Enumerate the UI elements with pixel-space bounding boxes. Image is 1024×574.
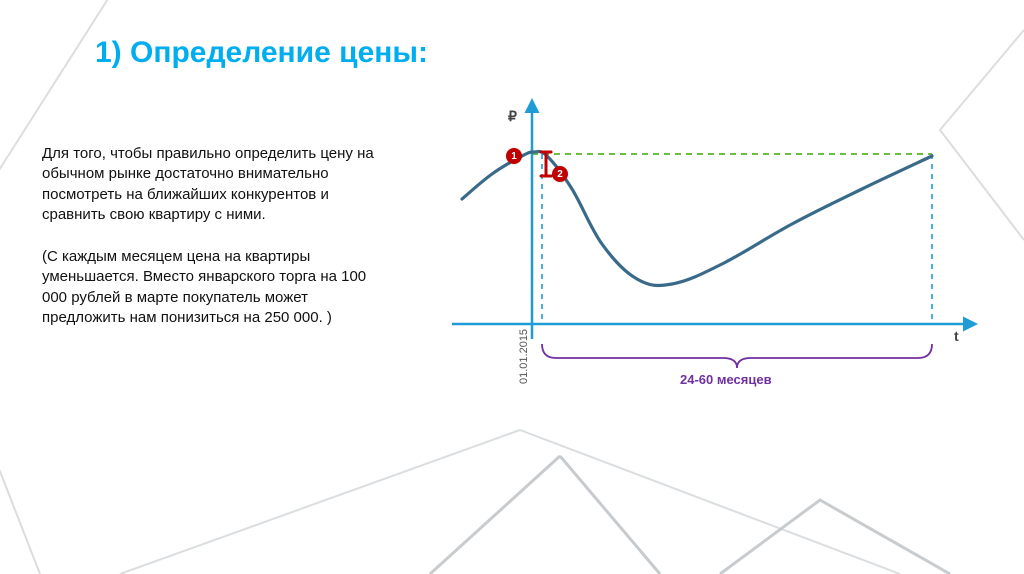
origin-date-label: 01.01.2015 <box>518 329 530 384</box>
bracket-label: 24-60 месяцев <box>680 372 772 387</box>
chart-svg <box>452 94 982 404</box>
price-chart: ₽ t 01.01.2015 24-60 месяцев 1 2 <box>452 94 982 404</box>
chart-marker-2: 2 <box>552 166 568 182</box>
paragraph-1: Для того, чтобы правильно определить цен… <box>42 144 392 225</box>
page-title: 1) Определение цены: <box>95 36 428 70</box>
paragraph-2: (С каждым месяцем цена на квартиры умень… <box>42 247 392 328</box>
x-axis-label: t <box>954 328 959 344</box>
body-text: Для того, чтобы правильно определить цен… <box>42 144 392 350</box>
chart-marker-1: 1 <box>506 148 522 164</box>
y-axis-label: ₽ <box>508 108 517 125</box>
